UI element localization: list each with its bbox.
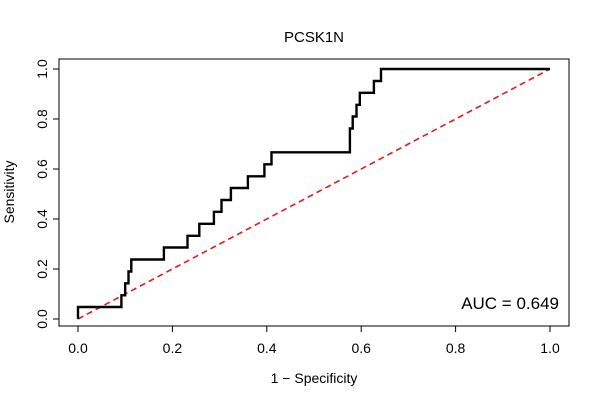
y-tick-label: 0.4 bbox=[34, 209, 50, 229]
x-tick-label: 0.6 bbox=[351, 340, 371, 356]
chance-diagonal-line bbox=[77, 68, 551, 320]
x-tick-label: 0.2 bbox=[163, 340, 183, 356]
y-tick-label: 0.0 bbox=[34, 309, 50, 329]
y-tick-label: 0.8 bbox=[34, 109, 50, 129]
x-tick-label: 0.8 bbox=[446, 340, 466, 356]
x-tick-label: 0.4 bbox=[257, 340, 277, 356]
axis-layer: 0.0 0.2 0.4 0.6 0.8 1.0 0.0 0.2 0.4 0.6 0.8 1.0 bbox=[34, 59, 560, 356]
roc-curve-line bbox=[76, 67, 550, 319]
auc-annotation: AUC = 0.649 bbox=[461, 294, 559, 313]
plot-frame bbox=[58, 58, 570, 327]
x-axis-label: 1 − Specificity bbox=[271, 370, 358, 386]
chart-title: PCSK1N bbox=[284, 29, 344, 46]
y-tick-label: 1.0 bbox=[34, 59, 50, 79]
y-tick-label: 0.2 bbox=[34, 259, 50, 279]
plot-layer bbox=[76, 67, 551, 320]
x-tick-label: 1.0 bbox=[540, 340, 560, 356]
y-axis-label: Sensitivity bbox=[1, 160, 17, 223]
x-tick-label: 0.0 bbox=[68, 340, 88, 356]
y-tick-label: 0.6 bbox=[34, 159, 50, 179]
